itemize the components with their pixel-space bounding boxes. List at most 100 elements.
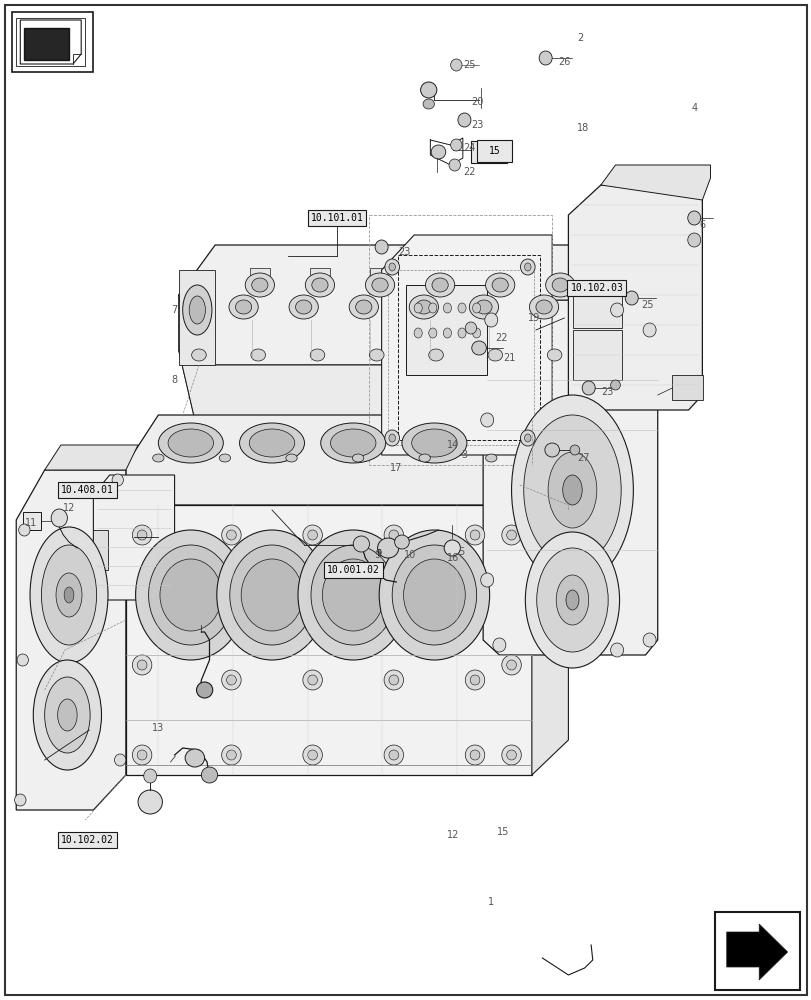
Polygon shape [483,300,657,655]
Ellipse shape [251,278,268,292]
Polygon shape [16,18,85,66]
Ellipse shape [536,548,607,652]
Ellipse shape [307,750,317,760]
Ellipse shape [465,525,484,545]
Ellipse shape [365,273,394,297]
Ellipse shape [544,443,559,457]
Ellipse shape [229,295,258,319]
Ellipse shape [249,429,294,457]
Text: 2: 2 [577,33,583,43]
Polygon shape [726,924,787,980]
Ellipse shape [56,573,82,617]
Ellipse shape [160,559,221,631]
Ellipse shape [196,682,212,698]
Ellipse shape [384,430,399,446]
Ellipse shape [414,303,422,313]
Ellipse shape [414,328,422,338]
Polygon shape [93,475,174,600]
Ellipse shape [501,655,521,675]
Ellipse shape [431,145,445,159]
Ellipse shape [182,285,212,335]
Ellipse shape [610,643,623,657]
Text: 23: 23 [397,247,410,257]
Text: 11: 11 [24,518,37,528]
Text: 23: 23 [600,387,613,397]
Ellipse shape [547,349,561,361]
Ellipse shape [523,415,620,565]
Ellipse shape [491,278,508,292]
Ellipse shape [535,300,551,314]
Ellipse shape [428,349,443,361]
Text: 14: 14 [446,440,459,450]
Text: 5: 5 [457,547,464,557]
Ellipse shape [384,670,403,690]
Ellipse shape [226,530,236,540]
Ellipse shape [394,535,409,549]
Ellipse shape [241,559,303,631]
Ellipse shape [303,745,322,765]
Ellipse shape [185,749,204,767]
Bar [672,375,702,400]
Polygon shape [126,505,531,775]
Ellipse shape [311,545,395,645]
Ellipse shape [132,745,152,765]
Text: 21: 21 [503,353,516,363]
Ellipse shape [539,51,551,65]
Ellipse shape [379,530,489,660]
Ellipse shape [64,587,74,603]
Polygon shape [568,185,702,410]
Ellipse shape [444,540,460,556]
Ellipse shape [384,259,399,275]
Ellipse shape [226,675,236,685]
Text: 6: 6 [698,220,705,230]
Ellipse shape [217,530,327,660]
Ellipse shape [506,660,516,670]
Text: 18: 18 [576,123,589,133]
Ellipse shape [33,660,101,770]
Ellipse shape [289,295,318,319]
Ellipse shape [349,295,378,319]
Ellipse shape [457,328,466,338]
Ellipse shape [562,475,581,505]
Polygon shape [16,470,126,810]
Ellipse shape [428,328,436,338]
Ellipse shape [320,423,385,463]
Ellipse shape [581,381,594,395]
Ellipse shape [251,349,265,361]
Bar [476,140,512,162]
Ellipse shape [569,445,579,455]
Ellipse shape [448,159,460,171]
Text: 8: 8 [171,375,178,385]
Ellipse shape [221,525,241,545]
Ellipse shape [431,278,448,292]
Ellipse shape [298,530,408,660]
Ellipse shape [423,99,434,109]
Bar [573,290,621,328]
Text: 24: 24 [462,143,475,153]
Text: 22: 22 [495,333,508,343]
Ellipse shape [420,82,436,98]
Bar [23,512,41,530]
Text: 13: 13 [152,723,165,733]
Bar [310,268,329,283]
Ellipse shape [303,670,322,690]
Text: 23: 23 [470,120,483,130]
Text: 22: 22 [462,167,475,177]
Ellipse shape [401,423,466,463]
Ellipse shape [189,296,205,324]
Ellipse shape [520,430,534,446]
Ellipse shape [369,349,384,361]
Ellipse shape [415,300,431,314]
Ellipse shape [148,545,233,645]
Ellipse shape [384,525,403,545]
Ellipse shape [687,211,700,225]
Ellipse shape [472,328,480,338]
Ellipse shape [295,300,311,314]
Ellipse shape [411,429,457,457]
Ellipse shape [547,452,596,528]
Ellipse shape [311,278,328,292]
Ellipse shape [114,754,126,766]
Ellipse shape [51,509,67,527]
Ellipse shape [520,259,534,275]
Text: 25: 25 [462,60,475,70]
